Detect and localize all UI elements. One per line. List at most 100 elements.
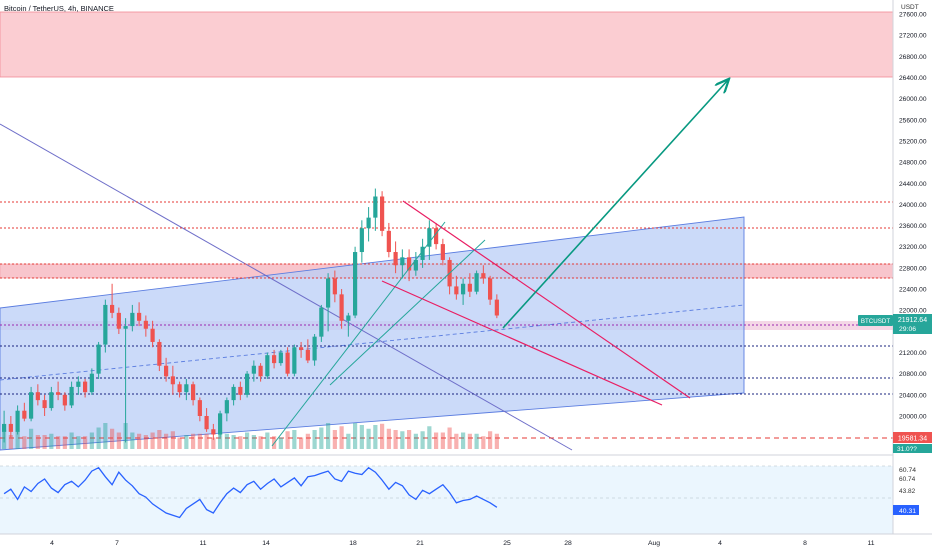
candle-body[interactable] [265,355,270,377]
candle-body[interactable] [332,278,337,295]
candle-body[interactable] [204,416,209,430]
candle-body[interactable] [305,349,310,361]
volume-bar [427,426,432,449]
candle-body[interactable] [454,286,459,295]
candle-body[interactable] [488,278,493,300]
candle-body[interactable] [299,347,304,350]
price-badge: 21912.64 [898,317,927,324]
candle-body[interactable] [251,365,256,374]
candle-body[interactable] [191,384,196,401]
candle-body[interactable] [197,400,202,416]
falling-wedge[interactable] [381,200,691,406]
candle-body[interactable] [157,341,162,366]
descending-trendline[interactable] [0,123,573,451]
candle-body[interactable] [177,384,182,393]
candle-body[interactable] [164,365,169,377]
rsi-line[interactable] [3,466,498,519]
candle-body[interactable] [494,299,499,316]
volume-overlap-badge: 31.0?? [893,444,932,453]
candle-body[interactable] [440,244,445,260]
ascending-channel[interactable] [0,216,745,451]
candle-body[interactable] [400,257,405,266]
time-tick-label: Aug [648,540,660,547]
projection-arrow[interactable] [502,80,728,329]
price-tick-label: 22000.00 [899,308,927,315]
candle-body[interactable] [272,355,277,364]
candle-body[interactable] [373,196,378,218]
time-axis[interactable]: 4 7 11 14 18 21 25 28 Aug 4 8 11 [50,540,875,547]
candle-body[interactable] [386,230,391,253]
volume-bar [413,433,418,449]
candle-body[interactable] [83,381,88,393]
candle-body[interactable] [292,347,297,374]
candle-body[interactable] [366,217,371,229]
candle-body[interactable] [170,376,175,385]
candle-body[interactable] [467,283,472,292]
rsi-pane[interactable] [0,466,893,534]
candle-body[interactable] [62,394,67,406]
candle-body[interactable] [238,386,243,395]
candle-body[interactable] [29,392,34,419]
price-tick-label: 22400.00 [899,287,927,294]
candle-body[interactable] [184,384,189,393]
candle-body[interactable] [42,400,47,409]
candle-body[interactable] [339,294,344,321]
candle-body[interactable] [278,352,283,364]
candle-body[interactable] [143,320,148,329]
candle-body[interactable] [130,312,135,327]
candle-body[interactable] [224,400,229,414]
candle-body[interactable] [89,373,94,393]
candlesticks[interactable] [2,188,499,443]
candle-body[interactable] [427,228,432,247]
volume-bar [69,432,74,449]
candle-body[interactable] [353,252,358,316]
candle-body[interactable] [346,315,351,321]
candle-body[interactable] [137,312,142,321]
candle-body[interactable] [359,228,364,253]
candle-body[interactable] [69,386,74,406]
candle-body[interactable] [103,304,108,345]
time-tick-label: 8 [803,540,807,547]
candle-body[interactable] [15,410,20,432]
candle-body[interactable] [380,196,385,231]
candle-body[interactable] [326,278,331,308]
volume-bar [407,430,412,449]
candle-body[interactable] [2,423,7,432]
volume-bar [285,431,290,449]
candle-body[interactable] [56,392,61,395]
candle-body[interactable] [258,365,263,377]
candle-body[interactable] [312,336,317,361]
candle-body[interactable] [110,304,115,313]
candle-body[interactable] [123,326,128,329]
candle-body[interactable] [96,344,101,374]
candle-body[interactable] [49,392,54,409]
candle-body[interactable] [150,328,155,342]
candle-body[interactable] [393,252,398,266]
rising-green-channel[interactable] [271,221,486,447]
volume-bar [292,430,297,449]
candle-body[interactable] [35,392,40,401]
candle-body[interactable] [407,257,412,271]
price-axis[interactable]: 27600.00 27200.00 26800.00 26400.00 26000.00… [899,12,927,421]
candle-body[interactable] [76,381,81,387]
candle-body[interactable] [420,246,425,260]
candle-body[interactable] [461,283,466,295]
candle-body[interactable] [319,307,324,337]
candle-body[interactable] [413,259,418,271]
candle-body[interactable] [434,228,439,245]
candle-body[interactable] [481,273,486,279]
volume-bar [197,433,202,449]
candle-body[interactable] [231,386,236,401]
candle-body[interactable] [8,423,13,432]
candle-body[interactable] [116,312,121,329]
candle-body[interactable] [218,413,223,435]
candle-body[interactable] [474,273,479,292]
volume-bar [29,428,34,449]
candle-body[interactable] [285,352,290,374]
candle-body[interactable] [22,410,27,419]
resistance-zone[interactable] [0,11,894,78]
candle-body[interactable] [245,373,250,395]
volume-bar [434,432,439,449]
candle-body[interactable] [211,429,216,435]
